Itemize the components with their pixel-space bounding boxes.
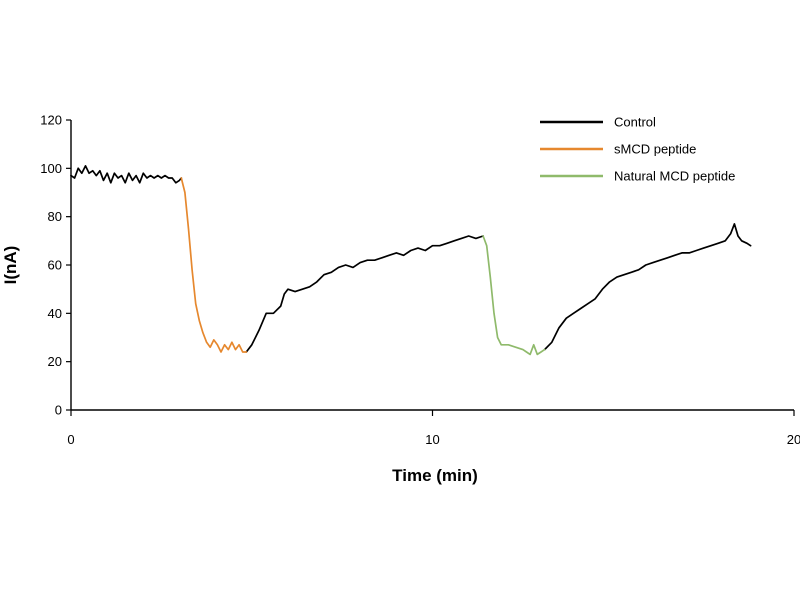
x-axis-title: Time (min) bbox=[392, 466, 478, 485]
series-line-control bbox=[70, 165, 183, 184]
series-line-control bbox=[245, 235, 484, 353]
series-line-natural-mcd-peptide bbox=[482, 235, 546, 356]
y-tick-label: 0 bbox=[55, 403, 62, 418]
legend-label-natural-mcd-peptide: Natural MCD peptide bbox=[614, 169, 735, 184]
y-tick-label: 100 bbox=[40, 161, 62, 176]
y-tick-label: 60 bbox=[48, 258, 62, 273]
y-tick-label: 80 bbox=[48, 209, 62, 224]
axes: 0 20 40 60 80 100 120 0 10 20 bbox=[40, 113, 800, 448]
y-tick-label: 120 bbox=[40, 113, 62, 128]
legend-label-control: Control bbox=[614, 115, 656, 130]
legend: Control sMCD peptide Natural MCD peptide bbox=[540, 115, 735, 184]
x-tick-label: 10 bbox=[425, 432, 439, 447]
x-tick-label: 20 bbox=[787, 432, 800, 447]
y-tick-label: 20 bbox=[48, 354, 62, 369]
y-axis-title: I(nA) bbox=[1, 246, 20, 285]
x-tick-label: 0 bbox=[67, 432, 74, 447]
series-line-smcd-peptide bbox=[180, 177, 248, 353]
series-line-control bbox=[543, 223, 752, 351]
y-tick-label: 40 bbox=[48, 306, 62, 321]
series-layer bbox=[70, 165, 752, 356]
legend-label-smcd-peptide: sMCD peptide bbox=[614, 142, 696, 157]
